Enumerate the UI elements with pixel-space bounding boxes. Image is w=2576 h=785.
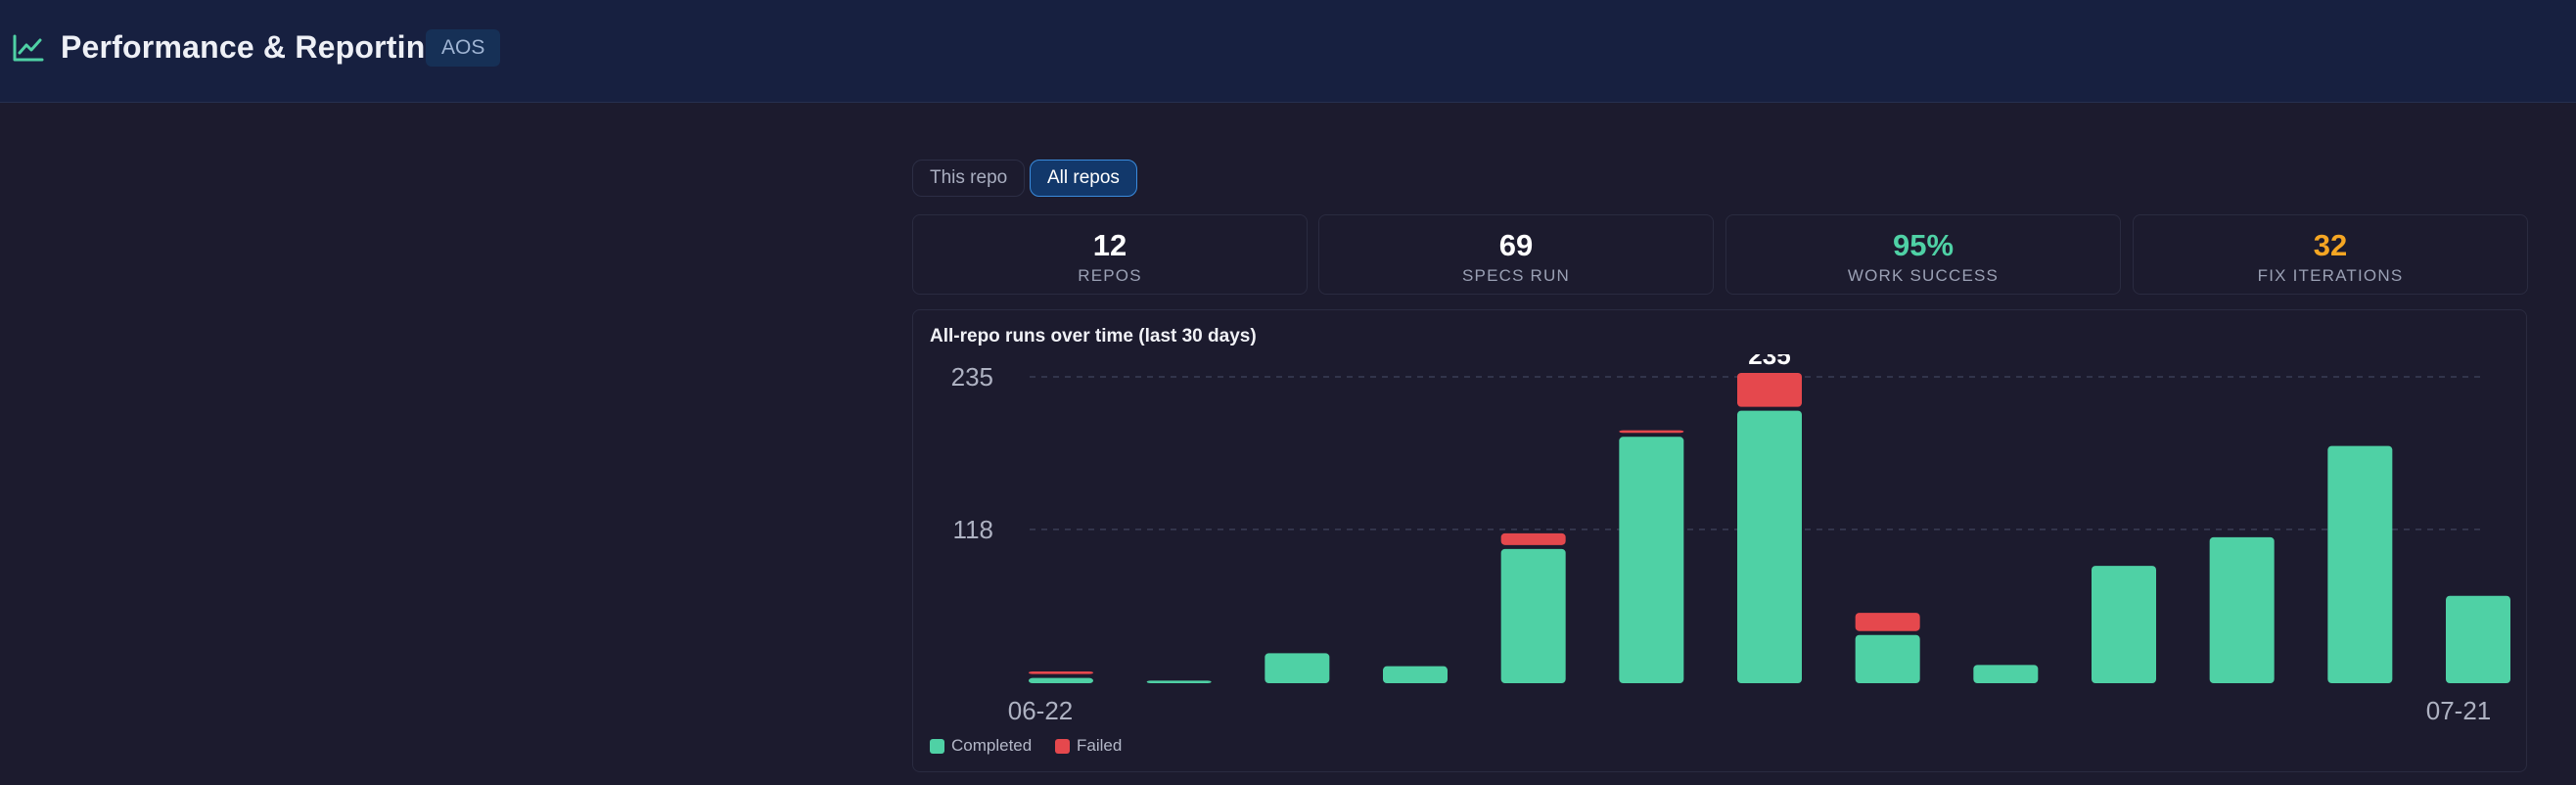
stat-label: SPECS RUN: [1462, 266, 1570, 285]
bar-completed: [2327, 445, 2393, 683]
scope-all-repos-button[interactable]: All repos: [1030, 160, 1137, 197]
legend-label-failed: Failed: [1077, 736, 1123, 755]
bar-completed: [1500, 548, 1566, 683]
stat-card-specs-run: 69 SPECS RUN: [1318, 214, 1714, 295]
bar-completed: [1029, 677, 1093, 683]
bar-completed: [1383, 666, 1448, 683]
stat-value: 32: [2313, 228, 2348, 262]
bar-failed: [1500, 532, 1566, 545]
stat-card-repos: 12 REPOS: [912, 214, 1308, 295]
stat-value: 69: [1498, 228, 1534, 262]
bar-completed: [1973, 665, 2039, 683]
stat-value: 12: [1092, 228, 1127, 262]
stat-label: WORK SUCCESS: [1847, 266, 2000, 285]
legend-swatch-failed: [1055, 739, 1070, 754]
scope-this-repo-button[interactable]: This repo: [912, 160, 1026, 197]
stat-value: 95%: [1892, 228, 1955, 262]
stat-card-work-success: 95% WORK SUCCESS: [1725, 214, 2121, 295]
bar-failed: [1029, 671, 1093, 674]
line-chart-icon: [13, 34, 44, 62]
bar-failed: [1619, 430, 1684, 434]
bar-completed: [1855, 634, 1920, 683]
bar-completed: [2446, 595, 2510, 683]
y-tick-label: 235: [951, 362, 993, 392]
stat-card-fix-iterations: 32 FIX ITERATIONS: [2133, 214, 2528, 295]
app-header: Performance & Reporting AOS: [0, 0, 2576, 103]
stat-label: FIX ITERATIONS: [2257, 266, 2404, 285]
legend-swatch-completed: [930, 739, 944, 754]
bar-completed: [2092, 566, 2156, 683]
y-tick-label: 118: [953, 515, 993, 544]
label-clip: [1725, 311, 1814, 354]
bar-failed: [1737, 373, 1802, 407]
bar-completed: [2209, 536, 2275, 683]
bar-completed: [1737, 410, 1802, 683]
project-badge: AOS: [426, 29, 501, 67]
page-title: Performance & Reporting: [61, 29, 445, 65]
x-tick-label: 07-21: [2426, 696, 2492, 725]
legend-label-completed: Completed: [951, 736, 1033, 755]
chart-title: All-repo runs over time (last 30 days): [930, 326, 1257, 346]
bar-failed: [1855, 613, 1920, 631]
bar-completed: [1619, 437, 1684, 683]
x-tick-label: 06-22: [1008, 696, 1074, 725]
stat-label: REPOS: [1078, 266, 1142, 285]
bar-completed: [1146, 680, 1212, 683]
bar-completed: [1265, 653, 1330, 683]
